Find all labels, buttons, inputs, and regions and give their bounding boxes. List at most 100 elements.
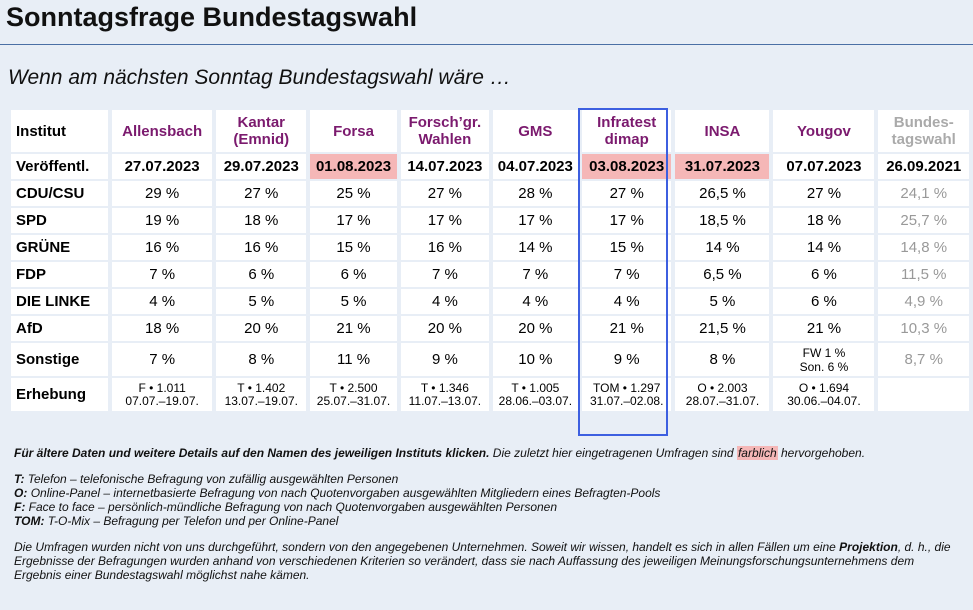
- date-cell: 07.07.2023: [773, 154, 875, 179]
- date-cell: 27.07.2023: [111, 154, 213, 179]
- notes-section: Für ältere Daten und weitere Details auf…: [14, 446, 964, 594]
- legend-text: Face to face – persönlich-mündliche Befr…: [28, 500, 558, 514]
- party-label: DIE LINKE: [11, 289, 108, 314]
- sonstige-row: Sonstige 7 % 8 % 11 % 9 % 10 % 9 % 8 % F…: [11, 343, 969, 376]
- legend-text: Online-Panel – internetbasierte Befragun…: [30, 486, 661, 500]
- value-cell: 27 %: [581, 181, 672, 206]
- value-cell: 16 %: [216, 235, 307, 260]
- value-cell: 17 %: [581, 208, 672, 233]
- party-label: Sonstige: [11, 343, 108, 376]
- value-cell: 16 %: [111, 235, 213, 260]
- value-cell: 28 %: [492, 181, 578, 206]
- value-cell: 21 %: [773, 316, 875, 341]
- method-count: T • 2.500: [329, 380, 378, 395]
- value-cell: 14 %: [675, 235, 770, 260]
- survey-period: 28.07.–31.07.: [685, 393, 760, 408]
- legend-key: TOM:: [14, 514, 45, 528]
- legend-item: T: Telefon – telefonische Befragung von …: [14, 472, 398, 486]
- date-label: Veröffentl.: [11, 154, 108, 179]
- value-cell: 6 %: [773, 289, 875, 314]
- institute-link-gms[interactable]: GMS: [492, 110, 578, 152]
- date-cell: 01.08.2023: [310, 154, 397, 179]
- value-cell: 18 %: [773, 208, 875, 233]
- survey-period: 30.06.–04.07.: [787, 393, 861, 408]
- value-cell: 14 %: [773, 235, 875, 260]
- value-cell: 9 %: [400, 343, 489, 376]
- value-cell: 8 %: [216, 343, 307, 376]
- value-cell: 14 %: [492, 235, 578, 260]
- value-cell: 9 %: [581, 343, 672, 376]
- legend-key: F:: [14, 500, 26, 514]
- erhebung-cell-empty: [878, 378, 969, 411]
- date-cell: 14.07.2023: [400, 154, 489, 179]
- date-cell: 04.07.2023: [492, 154, 578, 179]
- header-label: Institut: [11, 110, 108, 152]
- institute-link-forschungsgruppe[interactable]: Forsch’gr. Wahlen: [400, 110, 489, 152]
- method-count: O • 1.694: [798, 380, 850, 395]
- method-count: T • 1.005: [511, 380, 560, 395]
- disclaimer-text-1: Die Umfragen wurden nicht von uns durchg…: [14, 540, 840, 554]
- erhebung-row: Erhebung F • 1.011 07.07.–19.07. T • 1.40…: [11, 378, 969, 411]
- value-cell: 25 %: [310, 181, 397, 206]
- institute-link-insa[interactable]: INSA: [675, 110, 770, 152]
- value-cell: 17 %: [400, 208, 489, 233]
- value-cell: 7 %: [581, 262, 672, 287]
- highlight-sample: farblich: [736, 446, 778, 460]
- value-cell: 18 %: [216, 208, 307, 233]
- legend-text: T-O-Mix – Befragung per Telefon und per …: [47, 514, 339, 528]
- value-cell: 11,5 %: [878, 262, 969, 287]
- survey-period: 13.07.–19.07.: [224, 393, 298, 408]
- method-legend: T: Telefon – telefonische Befragung von …: [14, 472, 964, 528]
- legend-key: T:: [14, 472, 25, 486]
- value-cell: 6 %: [216, 262, 307, 287]
- value-cell: 6,5 %: [675, 262, 770, 287]
- method-count: T • 1.346: [420, 380, 469, 395]
- institute-link-allensbach[interactable]: Allensbach: [111, 110, 213, 152]
- erhebung-cell: F • 1.011 07.07.–19.07.: [111, 378, 213, 411]
- value-cell: 21 %: [581, 316, 672, 341]
- value-cell: 6 %: [773, 262, 875, 287]
- date-cell: 26.09.2021: [878, 154, 969, 179]
- disclaimer-bold: Projektion: [839, 540, 898, 554]
- disclaimer-text-2: , d. h., die Ergebnisse der Befragungen …: [14, 540, 951, 582]
- fw-value: FW 1 %: [802, 345, 846, 360]
- legend-item: O: Online-Panel – internetbasierte Befra…: [14, 486, 660, 500]
- legend-key: O:: [14, 486, 28, 500]
- value-cell: 27 %: [773, 181, 875, 206]
- value-cell: 4,9 %: [878, 289, 969, 314]
- institute-link-forsa[interactable]: Forsa: [310, 110, 397, 152]
- value-cell: 15 %: [581, 235, 672, 260]
- party-label: CDU/CSU: [11, 181, 108, 206]
- method-count: F • 1.011: [138, 380, 186, 395]
- institute-link-yougov[interactable]: Yougov: [773, 110, 875, 152]
- click-hint: Für ältere Daten und weitere Details auf…: [14, 446, 964, 460]
- value-cell: 8 %: [675, 343, 770, 376]
- date-cell: 29.07.2023: [216, 154, 307, 179]
- value-cell: 25,7 %: [878, 208, 969, 233]
- party-row: CDU/CSU 29 % 27 % 25 % 27 % 28 % 27 % 26…: [11, 181, 969, 206]
- erhebung-cell: T • 2.500 25.07.–31.07.: [310, 378, 397, 411]
- institute-header-row: Institut Allensbach Kantar (Emnid) Forsa…: [11, 110, 969, 152]
- erhebung-cell: TOM • 1.297 31.07.–02.08.: [581, 378, 672, 411]
- value-cell: 4 %: [111, 289, 213, 314]
- institute-link-bundestagswahl[interactable]: Bundes-tagswahl: [878, 110, 969, 152]
- value-cell: 15 %: [310, 235, 397, 260]
- title-divider: [0, 44, 973, 45]
- value-cell: 5 %: [216, 289, 307, 314]
- institute-link-kantar[interactable]: Kantar (Emnid): [216, 110, 307, 152]
- click-hint-bold: Für ältere Daten und weitere Details auf…: [14, 446, 490, 460]
- value-cell: 10 %: [492, 343, 578, 376]
- value-cell-split: FW 1 % Son. 6 %: [773, 343, 875, 376]
- value-cell: 18,5 %: [675, 208, 770, 233]
- value-cell: 10,3 %: [878, 316, 969, 341]
- method-count: T • 1.402: [237, 380, 286, 395]
- value-cell: 5 %: [675, 289, 770, 314]
- value-cell: 7 %: [111, 262, 213, 287]
- erhebung-cell: O • 1.694 30.06.–04.07.: [773, 378, 875, 411]
- value-cell: 17 %: [310, 208, 397, 233]
- value-cell: 29 %: [111, 181, 213, 206]
- value-cell: 19 %: [111, 208, 213, 233]
- institute-link-infratest[interactable]: Infratest dimap: [581, 110, 672, 152]
- erhebung-cell: O • 2.003 28.07.–31.07.: [675, 378, 770, 411]
- value-cell: 5 %: [310, 289, 397, 314]
